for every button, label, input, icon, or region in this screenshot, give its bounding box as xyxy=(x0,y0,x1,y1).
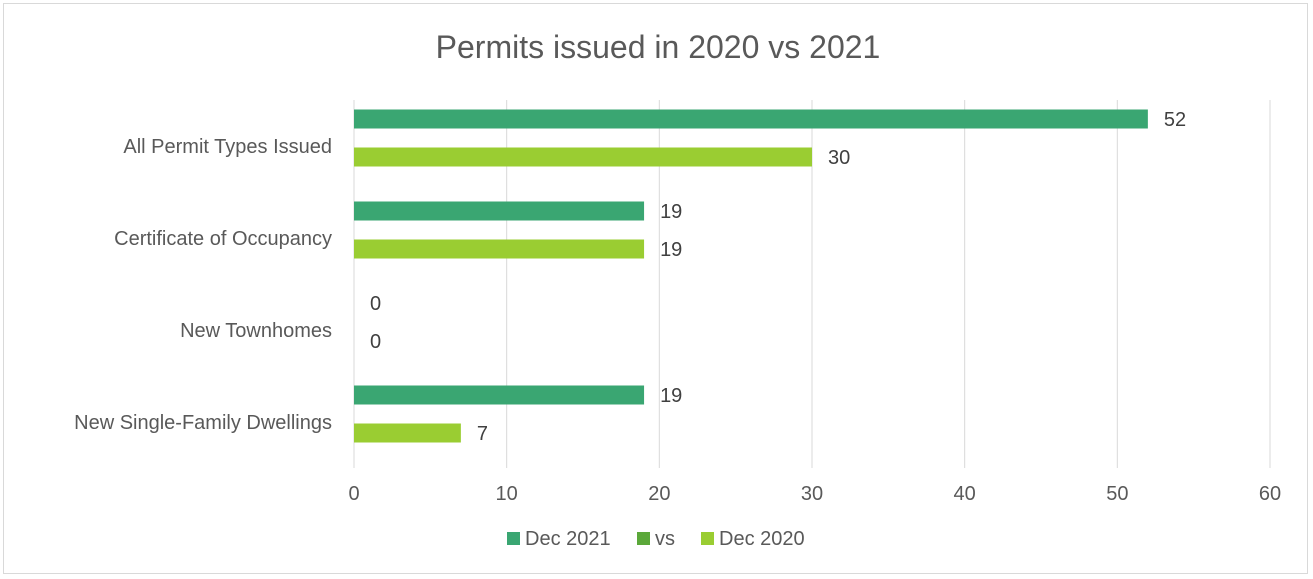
bar-dec-2021 xyxy=(354,109,1148,129)
x-tick-label: 50 xyxy=(1106,483,1128,505)
bar-dec-2020 xyxy=(354,423,461,443)
data-label: 19 xyxy=(660,201,682,223)
legend-label: Dec 2020 xyxy=(719,528,805,550)
legend-item-dec-2021: Dec 2021 xyxy=(507,528,611,550)
x-tick-label: 40 xyxy=(954,483,976,505)
category-label: New Townhomes xyxy=(180,320,332,342)
category-label: All Permit Types Issued xyxy=(123,136,332,158)
data-label: 7 xyxy=(477,423,488,445)
x-tick-label: 10 xyxy=(496,483,518,505)
legend-item-dec-2020: Dec 2020 xyxy=(701,528,805,550)
bar-dec-2020 xyxy=(354,147,812,167)
data-label: 19 xyxy=(660,385,682,407)
chart-title: Permits issued in 2020 vs 2021 xyxy=(436,29,881,65)
category-label: Certificate of Occupancy xyxy=(114,228,332,250)
data-label: 0 xyxy=(370,293,381,315)
data-label: 19 xyxy=(660,239,682,261)
legend-swatch xyxy=(701,532,714,545)
legend: Dec 2021 vs Dec 2020 xyxy=(507,528,805,550)
bar-dec-2021 xyxy=(354,385,645,405)
chart-frame xyxy=(3,3,1308,574)
legend-swatch xyxy=(507,532,520,545)
category-label: New Single-Family Dwellings xyxy=(74,412,332,434)
legend-label: vs xyxy=(655,528,675,550)
legend-item-vs: vs xyxy=(637,528,675,550)
legend-label: Dec 2021 xyxy=(525,528,611,550)
data-label: 52 xyxy=(1164,109,1186,131)
x-tick-label: 60 xyxy=(1259,483,1281,505)
category-labels: All Permit Types Issued Certificate of Oc… xyxy=(74,136,332,434)
legend-swatch xyxy=(637,532,650,545)
bar-dec-2021 xyxy=(354,201,645,221)
data-label: 0 xyxy=(370,331,381,353)
x-tick-label: 30 xyxy=(801,483,823,505)
bars: 52 30 19 19 0 0 19 7 xyxy=(354,109,1186,445)
x-tick-label: 0 xyxy=(348,483,359,505)
x-tick-labels: 0 10 20 30 40 50 60 xyxy=(348,483,1281,505)
bar-dec-2020 xyxy=(354,239,645,259)
data-label: 30 xyxy=(828,147,850,169)
x-tick-label: 20 xyxy=(648,483,670,505)
